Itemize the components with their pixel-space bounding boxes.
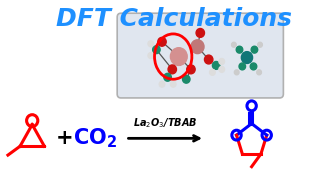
Circle shape (219, 59, 225, 64)
Circle shape (182, 75, 190, 83)
Circle shape (191, 40, 204, 54)
Circle shape (204, 55, 213, 64)
Circle shape (231, 42, 236, 47)
Circle shape (210, 69, 215, 75)
Circle shape (148, 53, 154, 59)
Circle shape (241, 52, 252, 64)
Circle shape (187, 65, 195, 74)
Circle shape (234, 70, 239, 75)
Circle shape (148, 41, 154, 47)
Circle shape (171, 48, 187, 65)
Circle shape (257, 70, 262, 75)
Text: La$_2$O$_3$/TBAB: La$_2$O$_3$/TBAB (133, 117, 198, 130)
FancyBboxPatch shape (117, 13, 283, 98)
Circle shape (239, 63, 246, 70)
Circle shape (258, 42, 263, 47)
Circle shape (212, 61, 220, 69)
Circle shape (159, 81, 165, 87)
Circle shape (251, 46, 258, 53)
Circle shape (236, 46, 243, 53)
Circle shape (219, 66, 225, 72)
Circle shape (164, 73, 171, 81)
Circle shape (171, 81, 176, 87)
Circle shape (168, 65, 176, 74)
Circle shape (158, 37, 166, 46)
Text: DFT Calculations: DFT Calculations (56, 7, 292, 31)
Text: +: + (56, 128, 74, 148)
Circle shape (250, 63, 257, 70)
Circle shape (153, 46, 160, 54)
Text: $\mathbf{CO_2}$: $\mathbf{CO_2}$ (73, 127, 117, 150)
Circle shape (196, 29, 204, 37)
